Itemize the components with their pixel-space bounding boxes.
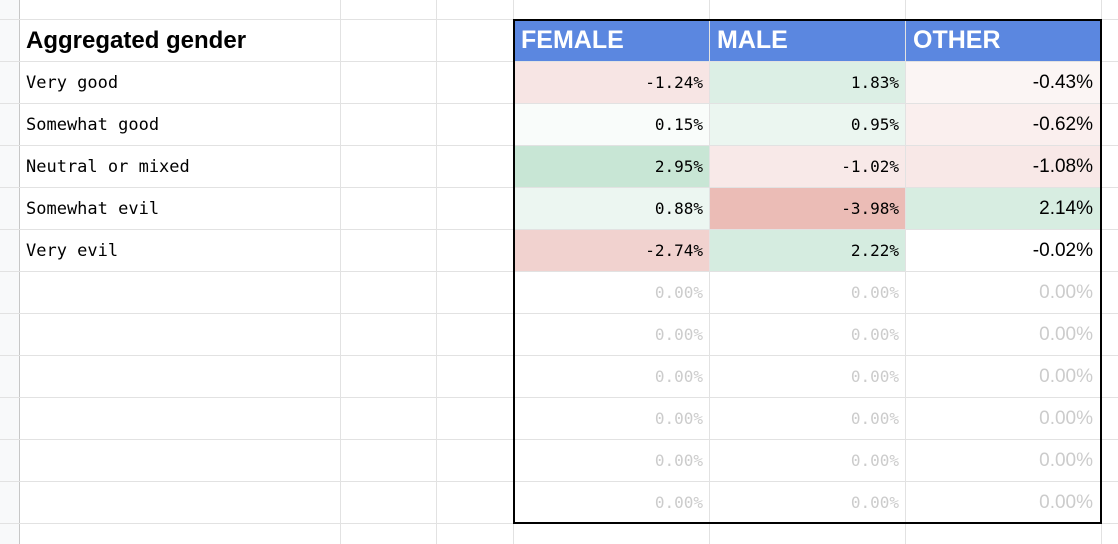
row-label[interactable]: Somewhat evil — [26, 198, 160, 219]
gridline — [0, 481, 1118, 482]
cell-other[interactable]: 0.00% — [1039, 365, 1093, 387]
row-label[interactable] — [20, 398, 340, 439]
cell-other[interactable]: -0.62% — [906, 104, 1101, 145]
gridline — [0, 103, 1118, 104]
cell-other[interactable]: 0.00% — [1039, 407, 1093, 429]
gridline — [0, 61, 1118, 62]
header-male[interactable]: MALE — [710, 20, 905, 61]
gridline — [0, 439, 1118, 440]
cell-female[interactable]: 0.00% — [654, 493, 703, 512]
row-label[interactable]: Somewhat good — [26, 114, 160, 135]
cell-other[interactable]: 0.00% — [1039, 491, 1093, 513]
row-header-column[interactable] — [0, 0, 20, 544]
cell-female[interactable]: 0.00% — [654, 451, 703, 470]
row-label[interactable]: Neutral or mixed — [26, 156, 190, 177]
cell-male[interactable]: 0.00% — [850, 325, 899, 344]
cell-male[interactable]: 0.00% — [850, 367, 899, 386]
cell-male[interactable]: 2.22% — [710, 230, 905, 271]
gridline — [0, 229, 1118, 230]
gridline — [0, 145, 1118, 146]
gridline — [0, 187, 1118, 188]
cell-male[interactable]: 1.83% — [710, 62, 905, 103]
cell-female[interactable]: 0.00% — [654, 367, 703, 386]
cell-other[interactable]: 2.14% — [906, 188, 1101, 229]
row-label[interactable] — [20, 440, 340, 481]
row-label[interactable] — [20, 272, 340, 313]
gridline — [0, 523, 1118, 524]
gridline — [340, 0, 341, 544]
cell-female[interactable]: 0.00% — [654, 325, 703, 344]
cell-male[interactable]: 0.95% — [710, 104, 905, 145]
cell-other[interactable]: 0.00% — [1039, 281, 1093, 303]
cell-male[interactable]: -1.02% — [710, 146, 905, 187]
cell-female[interactable]: 2.95% — [514, 146, 709, 187]
cell-male[interactable]: -3.98% — [710, 188, 905, 229]
cell-female[interactable]: 0.00% — [654, 409, 703, 428]
gridline — [0, 313, 1118, 314]
row-label[interactable] — [20, 482, 340, 523]
cell-other[interactable]: -1.08% — [906, 146, 1101, 187]
gridline — [0, 397, 1118, 398]
gridline — [709, 0, 710, 544]
row-label[interactable]: Very evil — [26, 240, 119, 261]
row-label[interactable] — [20, 314, 340, 355]
row-label[interactable] — [20, 356, 340, 397]
cell-female[interactable]: 0.00% — [654, 283, 703, 302]
gridline — [0, 271, 1118, 272]
cell-other[interactable]: 0.00% — [1039, 323, 1093, 345]
header-other[interactable]: OTHER — [906, 20, 1101, 61]
gridline — [905, 0, 906, 544]
row-label[interactable]: Very good — [26, 72, 119, 93]
cell-female[interactable]: -1.24% — [514, 62, 709, 103]
cell-female[interactable]: 0.15% — [514, 104, 709, 145]
cell-other[interactable]: -0.43% — [906, 62, 1101, 103]
cell-other[interactable]: 0.00% — [1039, 449, 1093, 471]
gridline — [436, 0, 437, 544]
table-title[interactable]: Aggregated gender — [26, 27, 247, 54]
cell-male[interactable]: 0.00% — [850, 409, 899, 428]
cell-male[interactable]: 0.00% — [850, 493, 899, 512]
cell-female[interactable]: -2.74% — [514, 230, 709, 271]
cell-other[interactable]: -0.02% — [906, 230, 1101, 271]
cell-male[interactable]: 0.00% — [850, 451, 899, 470]
gridline — [1101, 0, 1102, 544]
header-female[interactable]: FEMALE — [514, 20, 709, 61]
cell-male[interactable]: 0.00% — [850, 283, 899, 302]
cell-female[interactable]: 0.88% — [514, 188, 709, 229]
gridline — [0, 355, 1118, 356]
